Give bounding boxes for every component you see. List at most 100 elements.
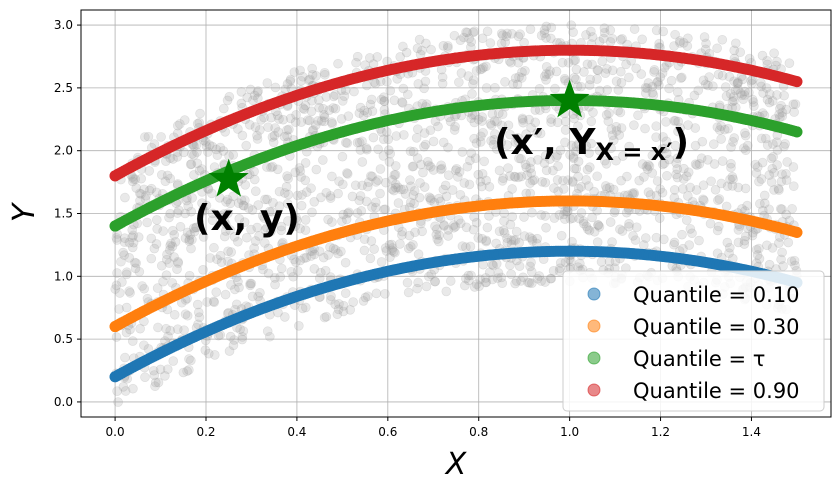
background-point [571,74,581,85]
background-point [653,76,663,87]
background-point [488,139,499,150]
background-point [146,183,157,194]
background-point [401,47,412,58]
background-point [127,232,137,243]
background-point [250,186,261,197]
background-point [424,192,435,203]
background-point [473,114,484,125]
background-point [509,171,520,182]
background-point [323,250,334,260]
background-point [173,258,184,268]
background-point [521,162,532,173]
background-point [492,273,503,283]
background-point [410,227,420,238]
background-point [113,397,123,407]
background-point [397,230,407,240]
background-point [175,119,185,129]
background-point [762,94,773,105]
background-point [510,278,520,289]
background-point [751,168,762,178]
background-point [207,141,218,152]
background-point [198,265,208,275]
background-point [629,24,640,34]
background-point [658,132,668,142]
background-point [525,178,535,188]
background-point [506,235,517,246]
background-point [513,31,524,42]
background-point [135,323,145,334]
background-point [737,90,747,100]
background-point [502,233,512,244]
y-tick-label: 2.5 [54,81,73,95]
background-point [762,140,773,150]
background-point [273,127,284,137]
background-point [381,246,392,256]
background-point [136,173,146,184]
background-point [747,94,758,105]
background-point [769,185,779,195]
background-point [733,78,743,88]
background-point [180,208,190,219]
background-point [463,275,474,286]
background-point [433,236,444,247]
background-point [708,81,718,91]
background-point [754,253,765,264]
background-point [555,263,565,274]
background-point [162,364,173,375]
background-point [117,277,127,287]
background-point [223,246,233,257]
background-point [127,225,138,235]
background-point [265,331,275,342]
background-point [202,297,212,307]
background-point [140,194,151,204]
background-point [184,236,194,246]
background-point [515,29,525,39]
background-point [343,207,354,218]
background-point [465,241,476,252]
background-point [496,272,507,283]
background-point [469,211,479,222]
background-point [291,110,301,120]
background-point [486,135,496,146]
background-point [200,137,211,147]
background-point [156,132,166,142]
background-point [669,237,680,248]
background-point [237,334,247,345]
background-point [201,200,212,211]
background-point [466,113,477,124]
background-point [566,256,576,267]
background-point [137,281,147,291]
background-point [616,123,627,133]
x-axis-title: X [444,447,468,482]
background-point [544,69,554,80]
background-point [787,203,797,214]
background-point [184,270,195,281]
background-point [172,324,183,335]
background-point [727,171,738,182]
background-point [762,240,772,251]
background-point [526,122,536,133]
background-point [292,215,302,226]
background-point [476,131,486,142]
background-point [559,73,570,84]
background-point [693,85,704,96]
background-point [293,266,303,276]
background-point [354,137,365,148]
background-point [295,166,306,176]
background-point [573,171,583,182]
background-point [246,278,257,289]
background-point [365,99,376,110]
background-point [188,223,199,233]
background-point [571,64,582,75]
background-point [119,237,130,247]
background-point [774,109,784,120]
background-point [581,141,592,151]
background-point [180,309,191,320]
background-point [219,103,229,114]
background-point [554,266,565,276]
background-point [507,184,517,194]
background-point [605,37,616,47]
background-point [225,198,236,209]
background-point [266,112,276,123]
background-point [685,182,695,193]
